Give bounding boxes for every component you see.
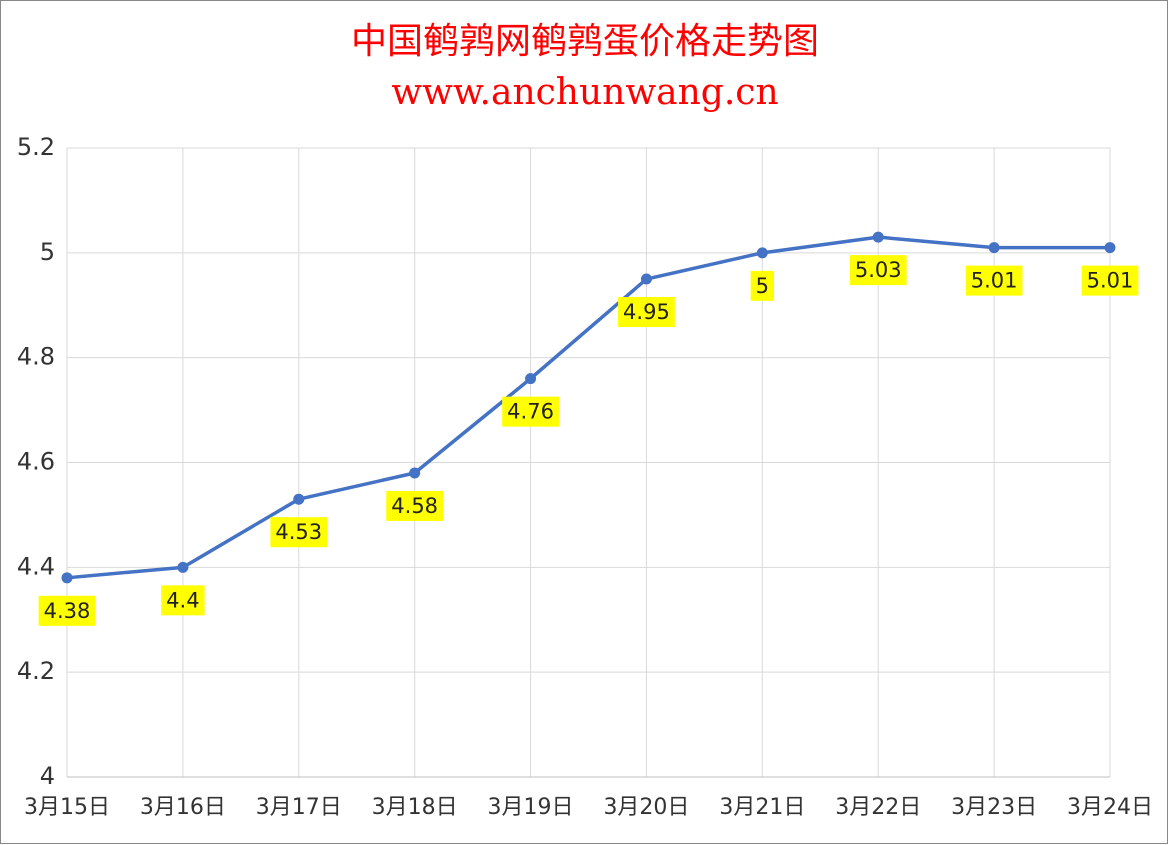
x-tick-label: 3月18日: [372, 795, 458, 820]
data-label: 4.53: [275, 520, 322, 544]
data-point: [988, 242, 1000, 254]
data-label: 5.03: [855, 258, 902, 282]
x-tick-label: 3月16日: [140, 795, 226, 820]
data-label: 4.38: [44, 599, 91, 623]
data-label: 5: [756, 274, 769, 298]
x-tick-label: 3月20日: [603, 795, 689, 820]
data-point: [61, 572, 73, 584]
x-tick-label: 3月24日: [1067, 795, 1153, 820]
data-label-bg: [965, 265, 1023, 296]
data-label: 4.58: [391, 494, 438, 518]
data-label-bg: [1081, 265, 1139, 296]
data-point: [756, 247, 768, 259]
y-tick-label: 4: [40, 762, 55, 790]
y-tick-label: 5: [40, 238, 55, 266]
data-label-bg: [386, 490, 444, 521]
y-tick-label: 4.2: [17, 657, 55, 685]
chart-title: 中国鹌鹑网鹌鹑蛋价格走势图: [351, 21, 819, 62]
data-label: 5.01: [1087, 269, 1134, 293]
data-line: [66, 235, 1110, 580]
y-tick-label: 4.8: [17, 343, 55, 371]
x-tick-label: 3月17日: [256, 795, 342, 820]
data-point: [1104, 242, 1116, 254]
chart-subtitle: www.anchunwang.cn: [391, 72, 778, 113]
data-label-bg: [38, 595, 96, 626]
x-tick-label: 3月15日: [24, 795, 110, 820]
data-label: 4.76: [507, 400, 554, 424]
y-tick-label: 5.2: [17, 133, 55, 161]
data-point: [293, 493, 305, 505]
x-tick-label: 3月19日: [488, 795, 574, 820]
data-point: [872, 231, 884, 243]
data-label-bg: [270, 517, 328, 548]
data-label-bg: [750, 270, 775, 301]
data-point: [177, 561, 189, 573]
data-label: 5.01: [971, 269, 1018, 293]
x-tick-label: 3月21日: [719, 795, 805, 820]
data-label: 4.95: [623, 300, 670, 324]
data-point: [525, 373, 537, 385]
y-tick-label: 4.4: [17, 552, 55, 580]
x-tick-label: 3月22日: [835, 795, 921, 820]
data-point: [640, 273, 652, 285]
data-label-bg: [502, 396, 559, 427]
data-label: 4.4: [166, 588, 199, 612]
data-label-bg: [161, 585, 205, 616]
data-label-bg: [618, 297, 675, 328]
data-label-bg: [849, 255, 907, 286]
x-tick-label: 3月23日: [951, 795, 1037, 820]
y-tick-label: 4.6: [17, 448, 55, 476]
data-point: [409, 467, 421, 479]
